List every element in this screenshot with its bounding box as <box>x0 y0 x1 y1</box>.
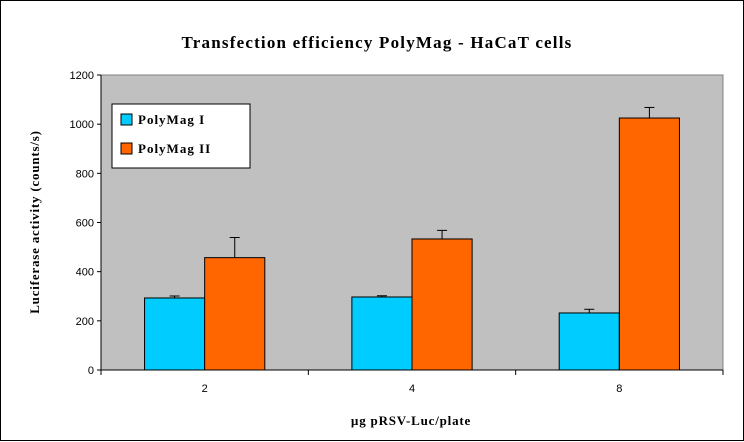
y-tick-label: 1200 <box>70 70 94 82</box>
bars <box>144 106 680 371</box>
legend-box <box>111 103 251 169</box>
bar <box>558 312 620 371</box>
bar <box>618 117 680 371</box>
y-axis-title: Luciferase activity (counts/s) <box>27 130 42 314</box>
y-tick-label: 200 <box>76 316 94 328</box>
bar <box>351 296 413 371</box>
legend-swatch <box>120 113 133 126</box>
bar <box>204 257 266 371</box>
x-axis: 2 4 8 <box>100 369 724 395</box>
legend-swatch <box>120 142 133 155</box>
y-tick-label: 1000 <box>70 119 94 131</box>
legend: PolyMag I PolyMag II <box>111 103 251 169</box>
chart-title: Transfection efficiency PolyMag - HaCaT … <box>182 33 573 52</box>
x-tick-label: 4 <box>409 383 415 395</box>
y-tick-label: 600 <box>76 218 94 230</box>
y-tick-label: 0 <box>88 365 94 377</box>
legend-label: PolyMag I <box>138 112 205 127</box>
x-tick-label: 2 <box>202 383 208 395</box>
x-tick-label: 8 <box>616 383 622 395</box>
x-axis-title: µg pRSV-Luc/plate <box>351 413 471 428</box>
y-tick-label: 800 <box>76 168 94 180</box>
y-tick-label: 400 <box>76 267 94 279</box>
bar <box>411 238 473 371</box>
y-axis: 0 200 400 600 800 1000 1200 <box>70 70 102 377</box>
bar <box>144 297 206 371</box>
legend-label: PolyMag II <box>138 141 211 156</box>
